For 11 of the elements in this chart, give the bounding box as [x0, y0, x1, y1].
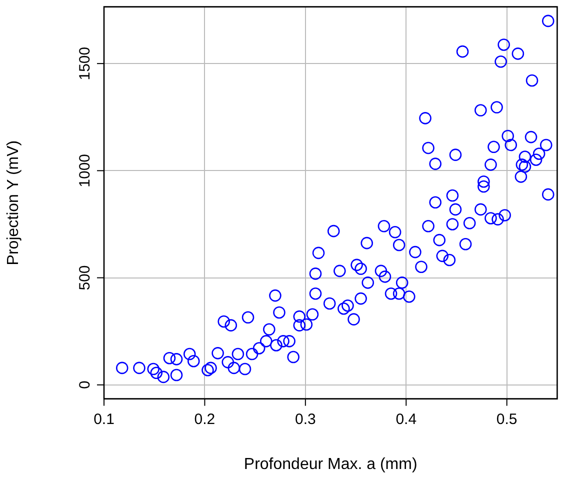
x-tick-label: 0.5	[496, 410, 518, 428]
x-axis-title: Profondeur Max. a (mm)	[244, 456, 418, 473]
y-tick-label: 500	[76, 265, 94, 290]
x-tick-label: 0.4	[396, 410, 417, 428]
x-tick-label: 0.2	[194, 410, 216, 428]
x-tick-label: 0.3	[294, 410, 316, 428]
y-tick-label: 0	[76, 380, 94, 390]
y-tick-label: 1500	[76, 46, 94, 80]
y-axis-title: Projection Y (mV)	[5, 140, 22, 266]
x-tick-label: 0.1	[94, 410, 114, 428]
y-tick-label: 1000	[76, 154, 94, 188]
